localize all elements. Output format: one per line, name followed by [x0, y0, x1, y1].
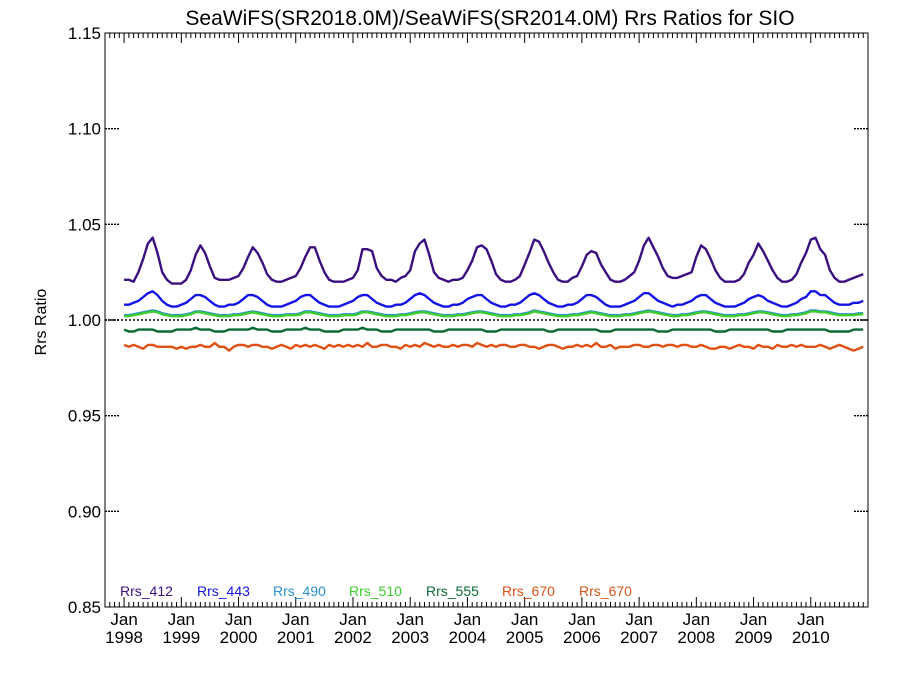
y-tick-label: 0.95	[68, 407, 101, 426]
x-tick-label-year: 2009	[735, 628, 773, 647]
legend-entry: Rrs_443	[197, 583, 250, 599]
series-line-rrs-670	[123, 341, 864, 352]
x-tick-label-month: Jan	[110, 610, 137, 629]
series-line-rrs-443	[124, 290, 864, 308]
legend: Rrs_412 Rrs_443 Rrs_490 Rrs_510 Rrs_555 Rrs_6…	[120, 583, 632, 599]
y-tick-label: 1.00	[68, 311, 101, 330]
y-tick-label: 0.85	[68, 598, 101, 617]
x-tick-label-year: 1999	[162, 628, 200, 647]
legend-entry: Rrs_490	[273, 583, 326, 599]
x-tick-label-year: 2006	[563, 628, 601, 647]
x-tick-label-month: Jan	[568, 610, 595, 629]
x-tick-label-month: Jan	[454, 610, 481, 629]
x-tick-label-month: Jan	[225, 610, 252, 629]
y-tick-label: 1.05	[68, 215, 101, 234]
series-line-rrs-510	[124, 310, 864, 318]
x-axis-ticks: Jan1998Jan1999Jan2000Jan2001Jan2002Jan20…	[105, 33, 864, 647]
x-tick-label-month: Jan	[625, 610, 652, 629]
y-tick-label: 0.90	[68, 502, 101, 521]
x-tick-label-year: 1998	[105, 628, 143, 647]
x-tick-label-year: 2002	[334, 628, 372, 647]
legend-entry: Rrs_412	[120, 583, 173, 599]
x-tick-label-month: Jan	[339, 610, 366, 629]
y-axis-ticks: 0.85 0.90 0.95 1.00 1.05 1.10 1.15	[68, 24, 868, 617]
legend-entry: Rrs_670	[579, 583, 632, 599]
x-tick-label-year: 2004	[449, 628, 487, 647]
x-tick-label-year: 2003	[391, 628, 429, 647]
x-tick-label-year: 2007	[620, 628, 658, 647]
x-tick-label-year: 2008	[677, 628, 715, 647]
x-tick-label-year: 2001	[277, 628, 315, 647]
series-layer	[123, 236, 864, 352]
y-tick-label: 1.10	[68, 120, 101, 139]
legend-entry: Rrs_510	[349, 583, 402, 599]
x-tick-label-month: Jan	[168, 610, 195, 629]
chart-title: SeaWiFS(SR2018.0M)/SeaWiFS(SR2014.0M) Rr…	[185, 7, 794, 30]
x-tick-label-year: 2010	[792, 628, 830, 647]
x-tick-label-month: Jan	[511, 610, 538, 629]
series-line-rrs-412	[124, 236, 864, 285]
x-tick-label-month: Jan	[797, 610, 824, 629]
x-tick-label-month: Jan	[396, 610, 423, 629]
x-tick-label-year: 2000	[220, 628, 258, 647]
series-line-rrs-555	[123, 326, 864, 333]
x-tick-label-month: Jan	[683, 610, 710, 629]
legend-entry: Rrs_555	[426, 583, 479, 599]
legend-entry: Rrs_670	[502, 583, 555, 599]
plot-area-frame	[104, 32, 869, 608]
x-tick-label-year: 2005	[506, 628, 544, 647]
y-axis-label: Rrs Ratio	[33, 289, 50, 356]
y-tick-label: 1.15	[68, 24, 101, 43]
x-tick-label-month: Jan	[740, 610, 767, 629]
x-tick-label-month: Jan	[282, 610, 309, 629]
